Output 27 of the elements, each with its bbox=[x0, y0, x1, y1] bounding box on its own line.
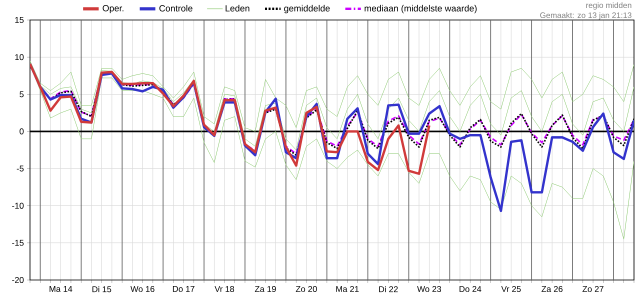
y-tick-label: -20 bbox=[12, 277, 24, 283]
legend-label: Leden bbox=[226, 4, 250, 12]
legend-label: Controle bbox=[159, 4, 192, 12]
x-tick-label: Di 15 bbox=[92, 286, 112, 292]
x-tick-label: Ma 21 bbox=[336, 286, 359, 292]
legend-label: Oper. bbox=[102, 5, 124, 14]
x-tick-label: Do 24 bbox=[460, 286, 482, 292]
legend-label: mediaan (middelste waarde) bbox=[364, 4, 477, 14]
x-tick-label: Vr 18 bbox=[214, 286, 234, 292]
x-tick-label: Za 19 bbox=[254, 286, 276, 292]
x-tick-label: Do 17 bbox=[172, 286, 194, 292]
x-tick-label: Di 22 bbox=[379, 286, 398, 292]
y-tick-label: -15 bbox=[12, 240, 24, 246]
y-tick-label: 0 bbox=[20, 128, 24, 134]
x-tick-label: Zo 20 bbox=[296, 286, 317, 292]
y-tick-label: -5 bbox=[16, 166, 24, 172]
x-tick-label: Vr 25 bbox=[501, 286, 521, 292]
legend-label: gemiddelde bbox=[284, 4, 330, 14]
y-tick-label: 10 bbox=[15, 54, 24, 60]
x-tick-label: Wo 16 bbox=[130, 286, 154, 292]
x-tick-label: Zo 27 bbox=[582, 286, 604, 292]
x-tick-label: Wo 23 bbox=[417, 286, 442, 292]
x-tick-label: Ma 14 bbox=[50, 286, 72, 292]
y-tick-label: 5 bbox=[20, 91, 24, 98]
y-tick-label: 15 bbox=[15, 17, 24, 23]
y-tick-label: -10 bbox=[12, 202, 24, 209]
x-tick-label: Za 26 bbox=[542, 286, 563, 292]
